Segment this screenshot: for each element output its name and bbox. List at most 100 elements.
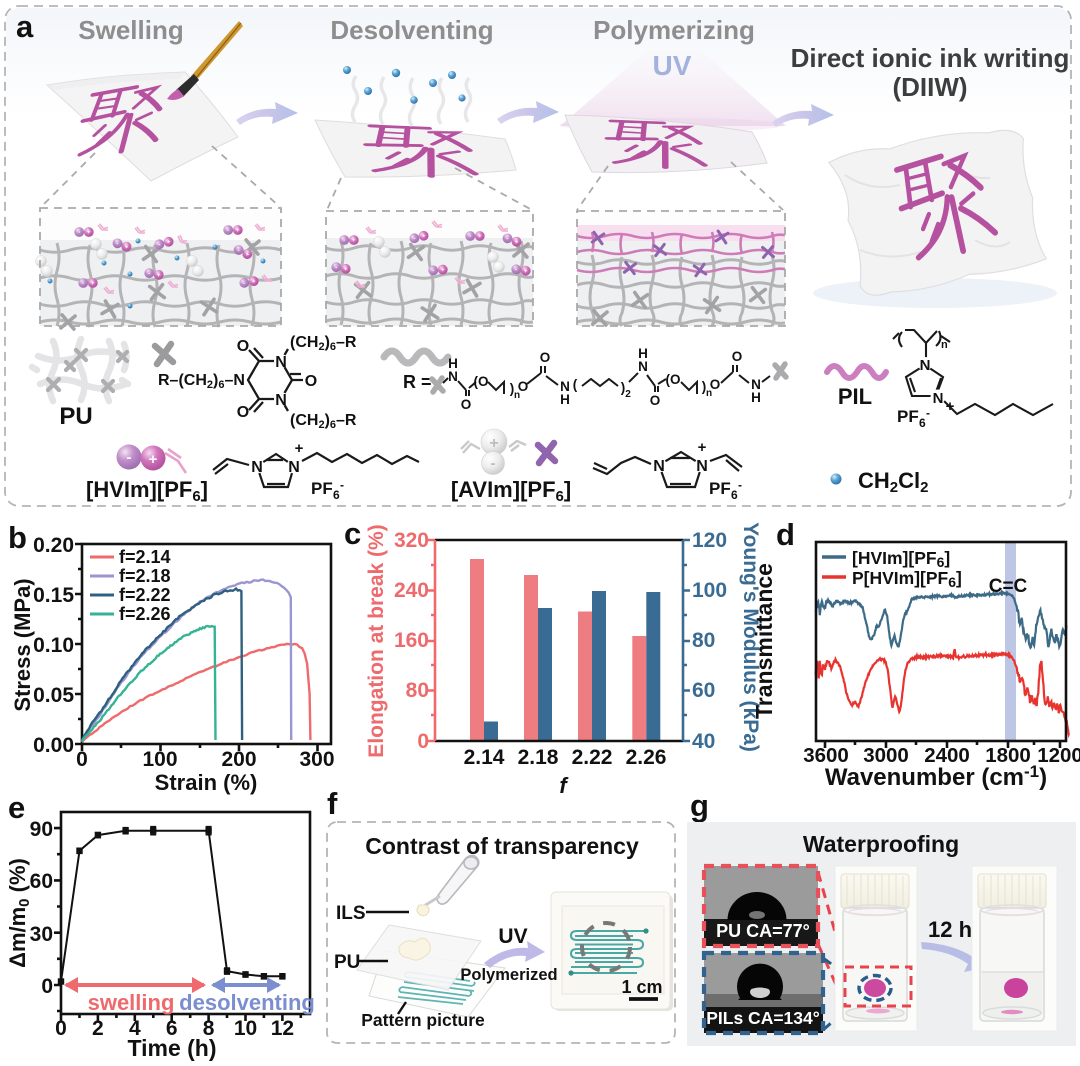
svg-text:): ): [702, 379, 707, 394]
svg-text:N: N: [696, 458, 708, 475]
svg-text:0: 0: [41, 975, 53, 998]
svg-text:e: e: [8, 790, 25, 825]
svg-text:0: 0: [55, 1017, 67, 1040]
svg-text:Stress (MPa): Stress (MPa): [10, 578, 35, 711]
svg-text:3600: 3600: [803, 744, 849, 767]
svg-text:Waterproofing: Waterproofing: [803, 831, 959, 857]
svg-text:(O: (O: [666, 372, 681, 387]
svg-text:O: O: [237, 404, 249, 421]
svg-text:0: 0: [76, 748, 88, 771]
svg-text:+: +: [946, 398, 955, 415]
svg-text:O: O: [540, 350, 551, 365]
svg-text:n: n: [706, 388, 712, 399]
svg-text:320: 320: [394, 529, 429, 552]
svg-text:90: 90: [30, 818, 53, 841]
svg-text:N: N: [638, 359, 648, 374]
svg-text:O: O: [305, 373, 317, 390]
svg-text:O: O: [461, 397, 472, 412]
svg-text:O: O: [518, 379, 529, 394]
svg-text:(DIIW): (DIIW): [892, 72, 967, 102]
svg-text:): ): [621, 380, 626, 395]
svg-text:4: 4: [129, 1017, 141, 1040]
svg-text:N: N: [653, 458, 665, 475]
svg-text:C=C: C=C: [989, 576, 1028, 597]
svg-text:Swelling: Swelling: [78, 15, 183, 45]
svg-text:0.20: 0.20: [33, 534, 74, 557]
svg-text:PU: PU: [334, 952, 360, 973]
svg-text:H: H: [448, 356, 458, 371]
svg-text:O: O: [710, 377, 721, 392]
svg-text:UV: UV: [498, 925, 527, 948]
svg-text:60: 60: [692, 679, 715, 702]
svg-text:0: 0: [417, 730, 429, 753]
svg-text:6: 6: [731, 488, 738, 502]
svg-text:40: 40: [692, 730, 715, 753]
svg-text:N: N: [751, 377, 761, 392]
svg-text:N: N: [288, 459, 300, 476]
svg-text:d: d: [776, 517, 795, 552]
svg-text:Pattern picture: Pattern picture: [361, 1010, 485, 1030]
svg-text:2.22: 2.22: [572, 746, 613, 769]
svg-text:-: -: [340, 478, 344, 492]
svg-text:Polymerized: Polymerized: [460, 966, 557, 984]
svg-text:0.10: 0.10: [33, 634, 74, 657]
svg-text:O: O: [650, 393, 661, 408]
svg-text:O: O: [237, 338, 249, 355]
svg-text:2: 2: [92, 1017, 104, 1040]
svg-text:-: -: [491, 455, 496, 472]
svg-text:g: g: [690, 788, 709, 823]
svg-text:swelling: swelling: [88, 990, 175, 1015]
svg-text:PF: PF: [709, 479, 731, 498]
svg-text:+: +: [149, 451, 158, 468]
svg-text:1800: 1800: [985, 744, 1031, 767]
svg-text:n: n: [941, 339, 948, 351]
svg-text:R–(CH2)6–N: R–(CH2)6–N: [158, 372, 245, 391]
svg-text:(: (: [573, 377, 578, 392]
svg-text:N: N: [251, 459, 263, 476]
svg-text:(CH2)6–R: (CH2)6–R: [290, 412, 357, 431]
svg-text:6: 6: [166, 1017, 178, 1040]
svg-text:120: 120: [692, 529, 727, 552]
svg-text:Wavenumber (cm-1): Wavenumber (cm-1): [825, 762, 1047, 791]
svg-text:12: 12: [271, 1017, 294, 1040]
svg-text:-: -: [127, 449, 132, 466]
svg-text:(O: (O: [474, 374, 489, 389]
svg-text:Polymerizing: Polymerizing: [593, 15, 755, 45]
svg-text:160: 160: [394, 629, 429, 652]
svg-text:Contrast of transparency: Contrast of transparency: [365, 833, 639, 859]
svg-text:N: N: [448, 369, 458, 384]
svg-text:PIL: PIL: [838, 384, 872, 409]
svg-text:300: 300: [299, 748, 334, 771]
svg-text:Direct ionic ink writing: Direct ionic ink writing: [791, 43, 1070, 73]
svg-text:12 h: 12 h: [928, 917, 972, 942]
svg-text:200: 200: [221, 748, 256, 771]
svg-text:Strain (%): Strain (%): [155, 770, 258, 795]
svg-text:60: 60: [30, 870, 53, 893]
svg-text:0.00: 0.00: [33, 734, 74, 757]
svg-text:H: H: [751, 390, 761, 405]
svg-text:100: 100: [692, 579, 727, 602]
svg-text:f=2.18: f=2.18: [119, 566, 171, 586]
svg-text:[HVIm][PF6]: [HVIm][PF6]: [86, 477, 208, 505]
svg-text:PU: PU: [59, 403, 92, 430]
svg-text:2.18: 2.18: [518, 746, 559, 769]
svg-text:Desolventing: Desolventing: [330, 15, 493, 45]
svg-text:N: N: [275, 354, 287, 371]
svg-text:+: +: [295, 440, 304, 457]
svg-text:N: N: [920, 357, 931, 374]
svg-text:2.14: 2.14: [464, 746, 505, 769]
svg-text:100: 100: [142, 748, 177, 771]
svg-text:f=2.14: f=2.14: [119, 547, 171, 567]
svg-text:0.05: 0.05: [33, 684, 74, 707]
svg-text:Elongation at break (%): Elongation at break (%): [365, 524, 388, 757]
svg-text:H: H: [560, 392, 570, 407]
svg-text:PILs CA=134°: PILs CA=134°: [706, 1008, 820, 1028]
svg-text:UV: UV: [653, 50, 692, 81]
svg-text:PU CA=77°: PU CA=77°: [716, 921, 810, 941]
svg-text:b: b: [8, 520, 27, 555]
svg-text:c: c: [344, 516, 361, 551]
svg-text:10: 10: [234, 1017, 257, 1040]
svg-text:O: O: [732, 349, 743, 364]
svg-text:80: 80: [692, 629, 715, 652]
svg-text:30: 30: [30, 923, 53, 946]
